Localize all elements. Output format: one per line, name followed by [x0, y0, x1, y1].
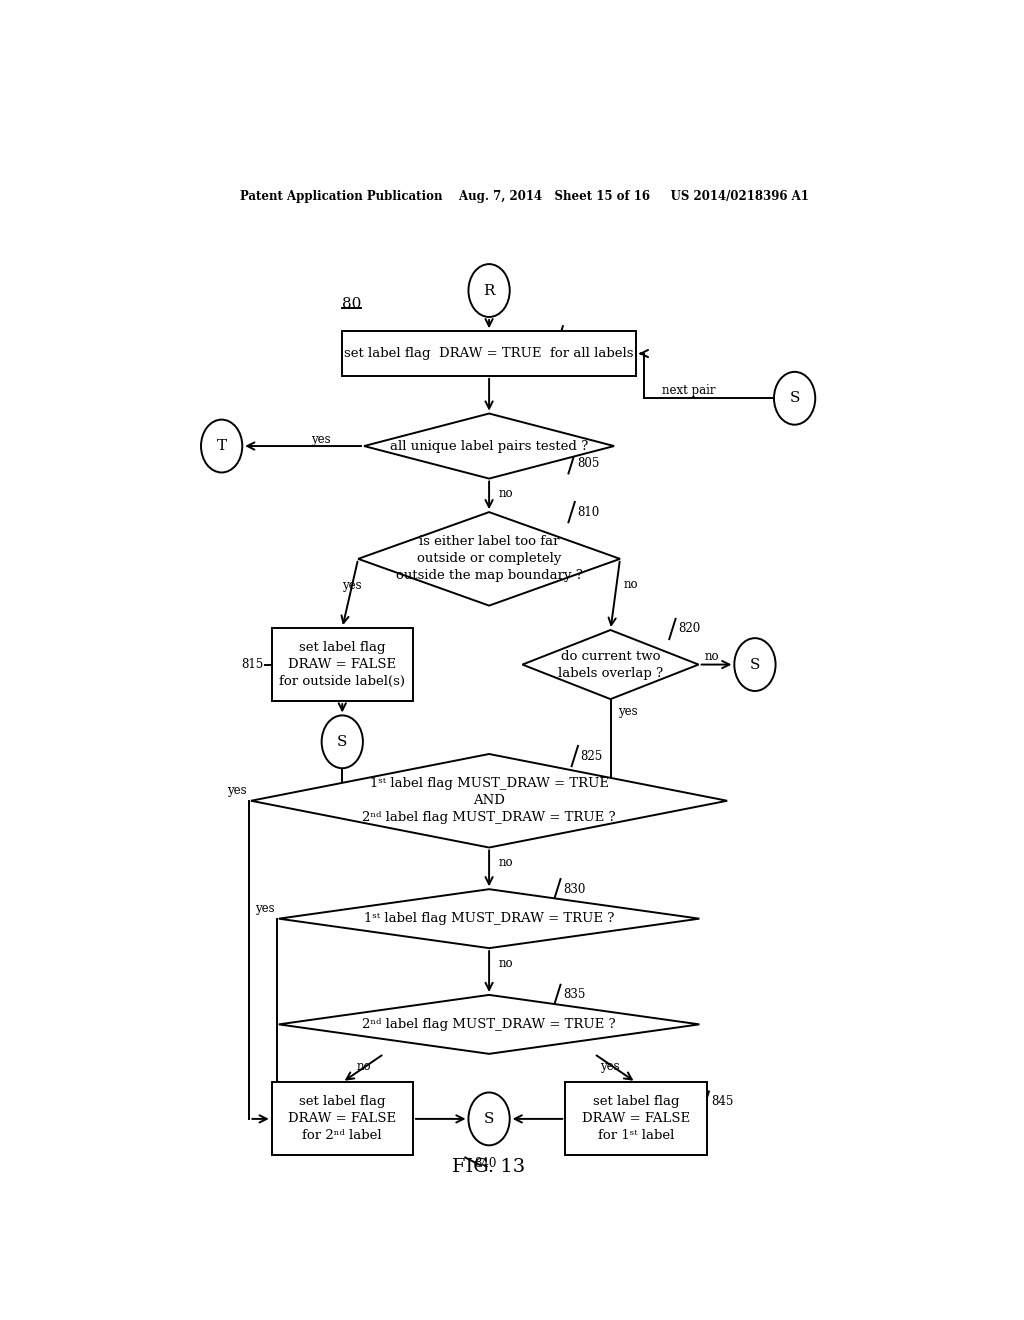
FancyBboxPatch shape	[271, 628, 413, 701]
Text: 835: 835	[563, 989, 586, 1002]
Text: yes: yes	[600, 1060, 620, 1073]
Polygon shape	[279, 995, 699, 1053]
Text: Patent Application Publication    Aug. 7, 2014   Sheet 15 of 16     US 2014/0218: Patent Application Publication Aug. 7, 2…	[241, 190, 809, 202]
Text: yes: yes	[227, 784, 247, 797]
Text: is either label too far
outside or completely
outside the map boundary ?: is either label too far outside or compl…	[395, 536, 583, 582]
FancyBboxPatch shape	[271, 1082, 413, 1155]
Text: yes: yes	[310, 433, 331, 446]
Text: 800: 800	[565, 330, 588, 343]
Circle shape	[774, 372, 815, 425]
Text: 80: 80	[342, 297, 361, 310]
Text: 845: 845	[712, 1096, 733, 1107]
Text: R: R	[483, 284, 495, 297]
Text: do current two
labels overlap ?: do current two labels overlap ?	[558, 649, 664, 680]
Text: no: no	[624, 578, 639, 591]
Text: 805: 805	[578, 457, 600, 470]
Text: 825: 825	[581, 750, 602, 763]
Polygon shape	[365, 413, 614, 479]
Text: S: S	[484, 1111, 495, 1126]
Text: set label flag
DRAW = FALSE
for outside label(s): set label flag DRAW = FALSE for outside …	[280, 642, 406, 688]
Circle shape	[201, 420, 243, 473]
Circle shape	[468, 264, 510, 317]
Text: 815: 815	[242, 659, 264, 671]
Text: S: S	[337, 735, 347, 748]
Polygon shape	[251, 754, 727, 847]
Text: T: T	[217, 440, 226, 453]
Text: yes: yes	[618, 705, 638, 718]
Text: no: no	[499, 957, 513, 970]
Text: yes: yes	[342, 578, 362, 591]
Circle shape	[734, 638, 775, 690]
Text: 810: 810	[578, 506, 599, 519]
Text: 830: 830	[563, 883, 586, 896]
Text: no: no	[356, 1060, 372, 1073]
Polygon shape	[358, 512, 620, 606]
Text: no: no	[499, 487, 513, 500]
Circle shape	[468, 1093, 510, 1146]
Text: 1ˢᵗ label flag MUST_DRAW = TRUE ?: 1ˢᵗ label flag MUST_DRAW = TRUE ?	[364, 912, 614, 925]
Text: no: no	[499, 857, 513, 870]
Text: S: S	[750, 657, 760, 672]
Polygon shape	[522, 630, 698, 700]
Text: next pair: next pair	[662, 384, 715, 396]
FancyBboxPatch shape	[565, 1082, 707, 1155]
Circle shape	[322, 715, 362, 768]
Text: 1ˢᵗ label flag MUST_DRAW = TRUE
AND
2ⁿᵈ label flag MUST_DRAW = TRUE ?: 1ˢᵗ label flag MUST_DRAW = TRUE AND 2ⁿᵈ …	[362, 777, 615, 824]
Text: all unique label pairs tested ?: all unique label pairs tested ?	[390, 440, 588, 453]
Text: FIG. 13: FIG. 13	[453, 1158, 525, 1176]
Text: no: no	[705, 649, 720, 663]
Text: S: S	[790, 391, 800, 405]
Text: 2ⁿᵈ label flag MUST_DRAW = TRUE ?: 2ⁿᵈ label flag MUST_DRAW = TRUE ?	[362, 1018, 615, 1031]
Text: 840: 840	[474, 1158, 497, 1170]
Text: set label flag
DRAW = FALSE
for 1ˢᵗ label: set label flag DRAW = FALSE for 1ˢᵗ labe…	[582, 1096, 690, 1142]
Polygon shape	[279, 890, 699, 948]
Text: set label flag  DRAW = TRUE  for all labels: set label flag DRAW = TRUE for all label…	[344, 347, 634, 360]
Text: 820: 820	[678, 623, 700, 635]
FancyBboxPatch shape	[342, 331, 636, 376]
Text: yes: yes	[255, 902, 274, 915]
Text: set label flag
DRAW = FALSE
for 2ⁿᵈ label: set label flag DRAW = FALSE for 2ⁿᵈ labe…	[288, 1096, 396, 1142]
